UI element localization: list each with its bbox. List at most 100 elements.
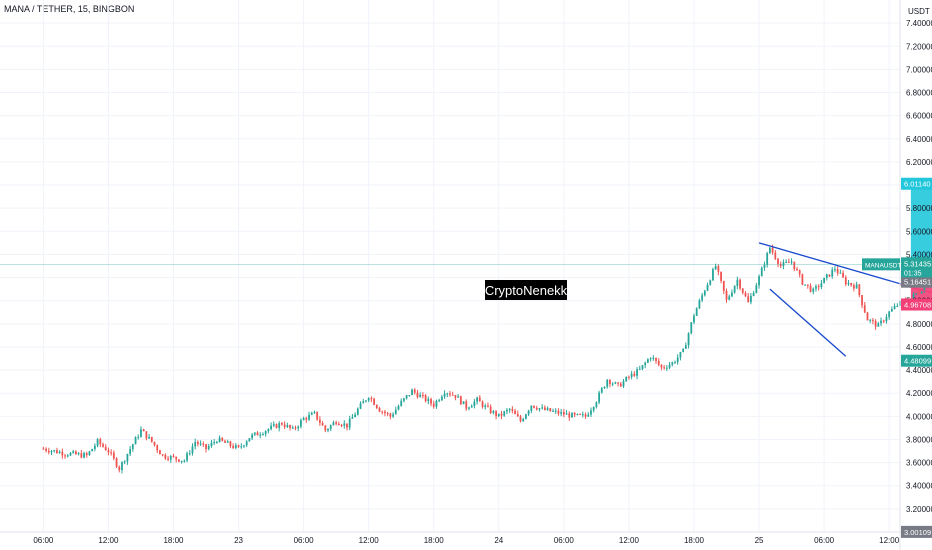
candle-body [215, 442, 218, 444]
candle-body [709, 280, 712, 285]
candle-body [590, 410, 592, 415]
candle-body [459, 396, 462, 405]
candle-body [768, 247, 771, 254]
candle-body [549, 408, 552, 412]
candle-body [283, 424, 286, 427]
candle-body [847, 283, 850, 285]
candle-body [302, 418, 305, 421]
target-zone [910, 183, 932, 282]
candle-body [53, 450, 56, 452]
candle-body [365, 400, 367, 402]
candle-body [131, 444, 134, 449]
candle-body [649, 358, 652, 360]
candle-body [701, 295, 704, 301]
candle-body [915, 293, 918, 295]
bottom-price-label-bg [901, 525, 932, 538]
stop-price-label-text: 4.96708 [904, 301, 931, 310]
candle-body [725, 291, 728, 300]
candle-body [506, 409, 508, 412]
candle-body [478, 397, 481, 402]
candle-body [386, 413, 389, 415]
candle-body [554, 410, 557, 412]
candle-body [522, 418, 525, 422]
candle-body [91, 449, 94, 452]
candle-body [890, 309, 893, 312]
candle-body [893, 306, 896, 310]
candle-body [543, 407, 546, 410]
candle-body [535, 407, 538, 410]
candle-body [489, 406, 492, 414]
candle-body [56, 450, 58, 454]
candle-body [440, 396, 443, 401]
candle-body [83, 453, 85, 458]
candle-body [384, 411, 386, 414]
candle-body [671, 362, 674, 365]
candle-body [842, 272, 844, 278]
candle-body [80, 453, 83, 458]
candle-body [289, 425, 291, 428]
candle-body [796, 269, 798, 271]
candle-body [443, 393, 446, 397]
candle-body [47, 450, 50, 453]
candle-body [346, 423, 348, 428]
candle-body [755, 285, 758, 294]
candle-body [525, 414, 527, 419]
candle-body [706, 284, 709, 291]
candle-body [617, 382, 619, 384]
price-tick-label: 4.80000 [906, 320, 932, 329]
candle-body [61, 451, 64, 456]
candle-body [665, 367, 668, 369]
candle-body [733, 285, 736, 293]
candle-body [790, 261, 793, 263]
time-tick-label: 18:00 [684, 536, 705, 545]
price-tick-label: 3.60000 [906, 459, 932, 468]
candle-body [305, 418, 308, 420]
candle-body [259, 434, 262, 436]
candle-body [123, 461, 126, 463]
candle-body [801, 274, 804, 285]
candle-body [186, 453, 188, 461]
candle-body [175, 456, 178, 460]
bottom-price-label-text: 3.00109 [904, 528, 931, 537]
countdown-text: 01:35 [904, 270, 922, 277]
candle-body [45, 448, 47, 451]
candle-body [327, 429, 329, 431]
candle-body [373, 398, 375, 405]
candle-body [600, 388, 603, 393]
price-tick-label: 5.40000 [906, 250, 932, 259]
candle-body [836, 269, 839, 274]
candle-body [294, 427, 297, 429]
candle-body [470, 405, 473, 408]
candle-body [332, 422, 335, 426]
candle-body [118, 466, 121, 471]
candle-body [468, 407, 470, 409]
candle-body [161, 454, 164, 456]
watermark-box [485, 280, 567, 300]
price-tick-label: 6.40000 [906, 135, 932, 144]
candle-body [264, 431, 267, 435]
time-tick-label: 25 [755, 536, 764, 545]
symbol-tag-bg [862, 258, 900, 271]
candle-body [107, 450, 110, 453]
candle-body [568, 413, 571, 418]
candle-body [126, 453, 129, 462]
candle-body [834, 269, 836, 271]
candle-body [194, 442, 197, 447]
candle-body [473, 401, 476, 406]
candle-body [579, 413, 582, 415]
candle-body [622, 381, 625, 387]
candle-body [370, 398, 373, 400]
candle-body [731, 292, 733, 297]
candle-body [88, 451, 91, 456]
candle-body [882, 320, 885, 322]
candle-body [394, 409, 397, 415]
candle-body [359, 403, 362, 409]
price-tick-label: 6.80000 [906, 89, 932, 98]
candle-body [774, 252, 777, 259]
chart-title: MANA / TETHER, 15, BINGBON [4, 4, 135, 14]
candle-body [920, 291, 923, 294]
candle-body [655, 357, 657, 361]
candle-body [652, 357, 655, 359]
candle-body [462, 401, 465, 405]
